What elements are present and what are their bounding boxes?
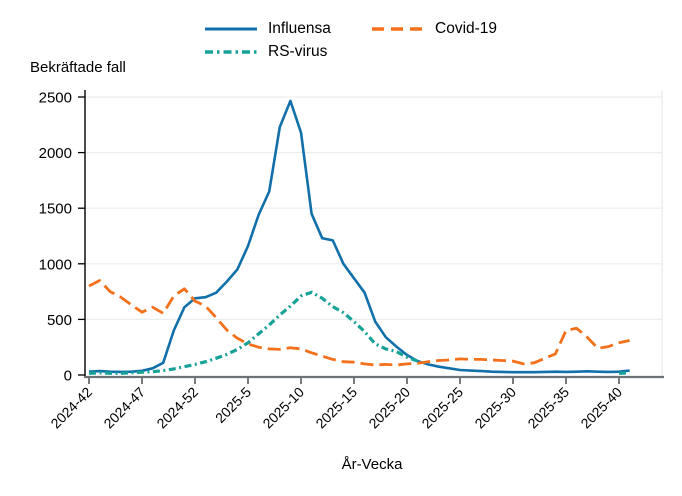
x-tick-label: 2025-30 [471, 384, 519, 432]
y-tick-label: 2000 [39, 145, 72, 162]
y-tick-label: 2500 [39, 90, 72, 107]
x-tick-label: 2025-20 [365, 384, 413, 432]
x-tick-label: 2025-15 [312, 384, 360, 432]
x-tick-label: 2024-42 [47, 384, 95, 432]
legend-label-influensa: Influensa [268, 20, 331, 37]
x-tick-label: 2025-10 [259, 384, 307, 432]
x-tick-label: 2025-40 [577, 384, 625, 432]
y-axis-title: Bekräftade fall [30, 59, 126, 76]
legend-item-rs-virus: RS-virus [205, 43, 327, 61]
x-tick-label: 2025-5 [212, 384, 254, 426]
series-line-covid-19 [88, 279, 630, 367]
legend-label-covid19: Covid-19 [435, 20, 498, 37]
legend-item-influensa: Influensa [205, 20, 331, 38]
x-tick-label: 2025-35 [524, 384, 572, 432]
x-axis-title: År-Vecka [341, 456, 403, 473]
y-tick-label: 500 [47, 312, 72, 329]
x-tick-label: 2024-52 [153, 384, 201, 432]
y-tick-label: 1500 [39, 201, 72, 218]
legend-item-covid19: Covid-19 [372, 20, 497, 38]
series-line-influensa [88, 99, 630, 374]
x-tick-label: 2025-25 [418, 384, 466, 432]
y-tick-label: 1000 [39, 256, 72, 273]
legend-label-rs-virus: RS-virus [268, 43, 328, 60]
x-tick-label: 2024-47 [100, 384, 148, 432]
series-line-rs-virus [88, 290, 630, 375]
y-tick-label: 0 [64, 368, 72, 385]
legend-swatch-covid19-icon [372, 27, 424, 31]
legend-swatch-influensa-icon [205, 27, 257, 31]
legend-swatch-rs-virus-icon [205, 50, 257, 54]
